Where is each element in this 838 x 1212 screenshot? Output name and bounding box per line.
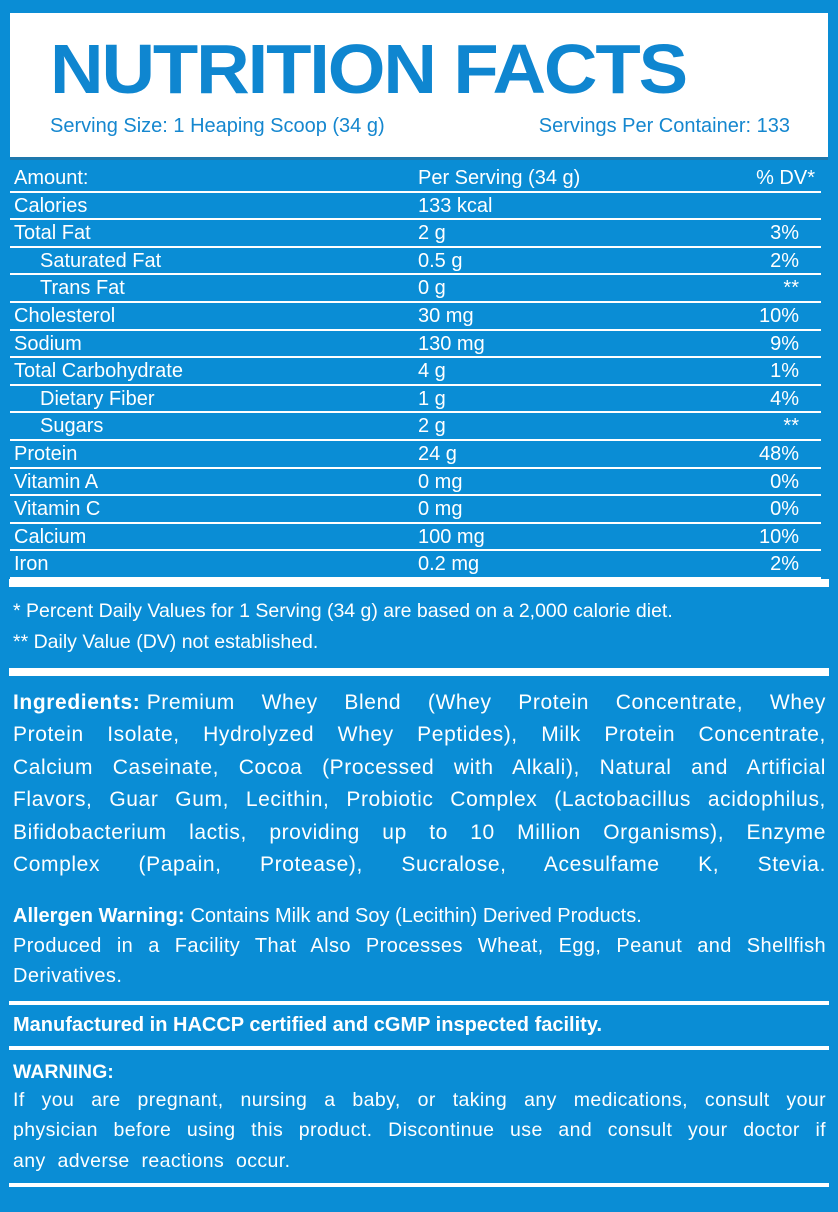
row-label: Protein <box>14 442 78 465</box>
allergen-warning-line: Allergen Warning: Contains Milk and Soy (… <box>13 902 826 931</box>
row-label: Total Carbohydrate <box>14 360 183 383</box>
row-label: Sugars <box>40 415 104 438</box>
footnotes-section: * Percent Daily Values for 1 Serving (34… <box>0 587 838 668</box>
row-label: Cholesterol <box>14 304 116 327</box>
table-row-iron: Iron 0.2 mg 2% <box>10 551 821 579</box>
table-row-dietary-fiber: Dietary Fiber 1 g 4% <box>10 386 821 414</box>
table-header-row: Amount: Per Serving (34 g) % DV* <box>10 165 821 193</box>
row-dv: 2% <box>770 553 799 576</box>
allergen-warning-label: Allergen Warning: <box>13 904 185 927</box>
row-value: 2 g <box>418 222 446 245</box>
table-row-saturated-fat: Saturated Fat 0.5 g 2% <box>10 248 821 276</box>
row-dv: 48% <box>758 442 799 465</box>
table-row-sugars: Sugars 2 g ** <box>10 413 821 441</box>
col-per-serving: Per Serving (34 g) <box>418 167 581 189</box>
ingredients-label: Ingredients: <box>13 690 141 714</box>
servings-per-container-text: Servings Per Container: 133 <box>538 115 790 137</box>
row-value: 133 kcal <box>418 194 493 217</box>
warning-text: If you are pregnant, nursing a baby, or … <box>13 1088 826 1172</box>
row-label: Total Fat <box>14 222 91 245</box>
row-label: Trans Fat <box>40 277 125 300</box>
row-dv: 4% <box>770 387 799 410</box>
table-row-protein: Protein 24 g 48% <box>10 441 821 469</box>
ingredients-text: Premium Whey Blend (Whey Protein Concent… <box>13 690 826 877</box>
row-label: Sodium <box>14 332 82 355</box>
manufactured-note: Manufactured in HACCP certified and cGMP… <box>13 1013 603 1036</box>
serving-info-row: Serving Size: 1 Heaping Scoop (34 g) Ser… <box>50 115 790 138</box>
table-row-calories: Calories 133 kcal <box>10 193 821 221</box>
table-row-cholesterol: Cholesterol 30 mg 10% <box>10 303 821 331</box>
divider-after-footnotes <box>9 667 829 676</box>
row-value: 30 mg <box>418 304 474 327</box>
footnote-daily-values: * Percent Daily Values for 1 Serving (34… <box>13 599 673 622</box>
header-panel: NUTRITION FACTS Serving Size: 1 Heaping … <box>10 13 828 157</box>
row-label: Iron <box>14 553 49 576</box>
ingredients-section: Ingredients: Premium Whey Blend (Whey Pro… <box>13 687 826 882</box>
allergen-facility-text: Produced in a Facility That Also Process… <box>13 934 826 987</box>
col-amount: Amount: <box>14 167 89 189</box>
row-dv: ** <box>783 415 799 438</box>
row-value: 2 g <box>418 415 446 438</box>
table-row-trans-fat: Trans Fat 0 g ** <box>10 275 821 303</box>
nutrition-table: Amount: Per Serving (34 g) % DV* Calorie… <box>10 165 821 579</box>
row-label: Vitamin A <box>14 470 99 493</box>
row-dv: ** <box>783 277 799 300</box>
warning-section: WARNING: If you are pregnant, nursing a … <box>13 1059 826 1177</box>
table-row-calcium: Calcium 100 mg 10% <box>10 524 821 552</box>
rule-bottom <box>9 1183 829 1188</box>
table-row-sodium: Sodium 130 mg 9% <box>10 331 821 359</box>
row-dv: 0% <box>770 498 799 521</box>
row-value: 1 g <box>418 387 446 410</box>
row-value: 0.2 mg <box>418 553 480 576</box>
rule-below-manufactured <box>9 1045 829 1050</box>
page-title: NUTRITION FACTS <box>50 30 688 108</box>
row-value: 24 g <box>418 442 457 465</box>
serving-size-text: Serving Size: 1 Heaping Scoop (34 g) <box>50 115 385 137</box>
table-row-total-carbohydrate: Total Carbohydrate 4 g 1% <box>10 358 821 386</box>
row-label: Saturated Fat <box>40 249 162 272</box>
table-row-vitamin-c: Vitamin C 0 mg 0% <box>10 496 821 524</box>
row-label: Vitamin C <box>14 498 101 521</box>
row-value: 0 g <box>418 277 446 300</box>
row-dv: 2% <box>770 249 799 272</box>
row-value: 0 mg <box>418 498 463 521</box>
row-dv: 3% <box>770 222 799 245</box>
row-dv: 10% <box>758 525 799 548</box>
footnote-not-established: ** Daily Value (DV) not established. <box>13 630 319 653</box>
table-row-total-fat: Total Fat 2 g 3% <box>10 220 821 248</box>
divider-after-table <box>9 578 829 587</box>
row-dv: 1% <box>770 360 799 383</box>
table-row-vitamin-a: Vitamin A 0 mg 0% <box>10 469 821 497</box>
row-value: 0.5 g <box>418 249 463 272</box>
row-label: Dietary Fiber <box>40 387 155 410</box>
row-value: 0 mg <box>418 470 463 493</box>
row-dv: 10% <box>758 304 799 327</box>
row-label: Calcium <box>14 525 87 548</box>
rule-above-manufactured <box>9 1000 829 1005</box>
col-daily-value: % DV* <box>756 167 815 189</box>
row-label: Calories <box>14 194 88 217</box>
row-dv: 0% <box>770 470 799 493</box>
row-dv: 9% <box>770 332 799 355</box>
warning-label: WARNING: <box>13 1060 114 1083</box>
row-value: 130 mg <box>418 332 485 355</box>
allergen-warning-text: Contains Milk and Soy (Lecithin) Derived… <box>190 904 642 927</box>
row-value: 100 mg <box>418 525 485 548</box>
row-value: 4 g <box>418 360 446 383</box>
